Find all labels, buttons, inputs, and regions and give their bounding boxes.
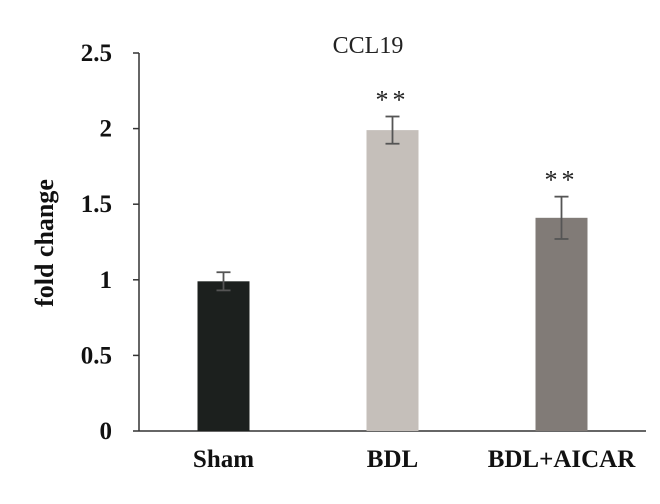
error-bar bbox=[385, 115, 400, 145]
y-tick-label: 1.5 bbox=[81, 191, 112, 218]
bars bbox=[197, 130, 588, 431]
significance-labels: ** ** bbox=[376, 86, 579, 195]
x-tick-label: Sham bbox=[193, 446, 254, 473]
error-bars bbox=[216, 115, 569, 292]
chart-title: CCL19 bbox=[333, 33, 404, 59]
y-tick-label: 0 bbox=[100, 418, 113, 445]
significance-marker: ** bbox=[545, 166, 579, 195]
x-tick-labels: Sham BDL BDL+AICAR bbox=[193, 446, 636, 473]
bar-bdl-aicar bbox=[535, 217, 588, 431]
error-bar bbox=[554, 195, 569, 240]
y-tick-label: 2.5 bbox=[81, 40, 112, 67]
y-tick-label: 2 bbox=[100, 116, 113, 143]
x-tick-label: BDL+AICAR bbox=[488, 446, 637, 473]
y-axis-label: fold change bbox=[30, 179, 59, 307]
y-tick-label: 0.5 bbox=[81, 342, 112, 369]
bar-sham bbox=[197, 281, 250, 431]
y-tick-label: 1 bbox=[100, 267, 113, 294]
y-ticks: 0 0.5 1 1.5 2 2.5 bbox=[81, 40, 139, 445]
significance-marker: ** bbox=[376, 86, 410, 115]
bar-bdl bbox=[366, 130, 419, 431]
x-tick-label: BDL bbox=[367, 446, 418, 473]
error-bar bbox=[216, 271, 231, 292]
